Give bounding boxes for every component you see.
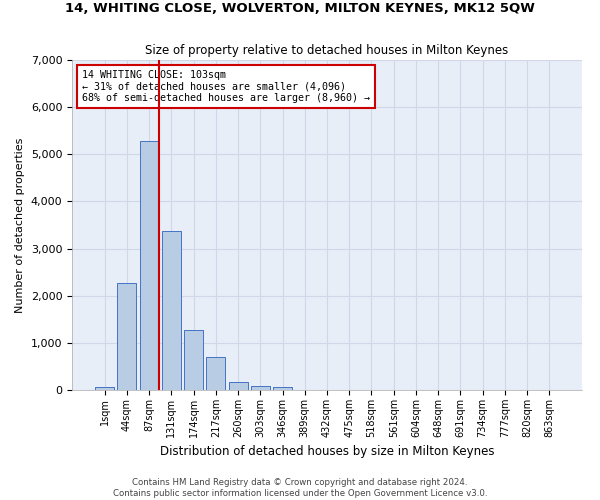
Bar <box>118 283 136 390</box>
Bar <box>140 141 158 390</box>
Bar <box>251 386 270 390</box>
Text: 14 WHITING CLOSE: 103sqm
← 31% of detached houses are smaller (4,096)
68% of sem: 14 WHITING CLOSE: 103sqm ← 31% of detach… <box>82 70 370 103</box>
Text: Contains HM Land Registry data © Crown copyright and database right 2024.
Contai: Contains HM Land Registry data © Crown c… <box>113 478 487 498</box>
Bar <box>184 330 203 390</box>
Text: 14, WHITING CLOSE, WOLVERTON, MILTON KEYNES, MK12 5QW: 14, WHITING CLOSE, WOLVERTON, MILTON KEY… <box>65 2 535 16</box>
Bar <box>229 382 248 390</box>
Bar <box>95 387 114 390</box>
Bar <box>273 387 292 390</box>
Title: Size of property relative to detached houses in Milton Keynes: Size of property relative to detached ho… <box>145 44 509 58</box>
X-axis label: Distribution of detached houses by size in Milton Keynes: Distribution of detached houses by size … <box>160 446 494 458</box>
Bar <box>206 357 225 390</box>
Y-axis label: Number of detached properties: Number of detached properties <box>15 138 25 312</box>
Bar <box>162 230 181 390</box>
